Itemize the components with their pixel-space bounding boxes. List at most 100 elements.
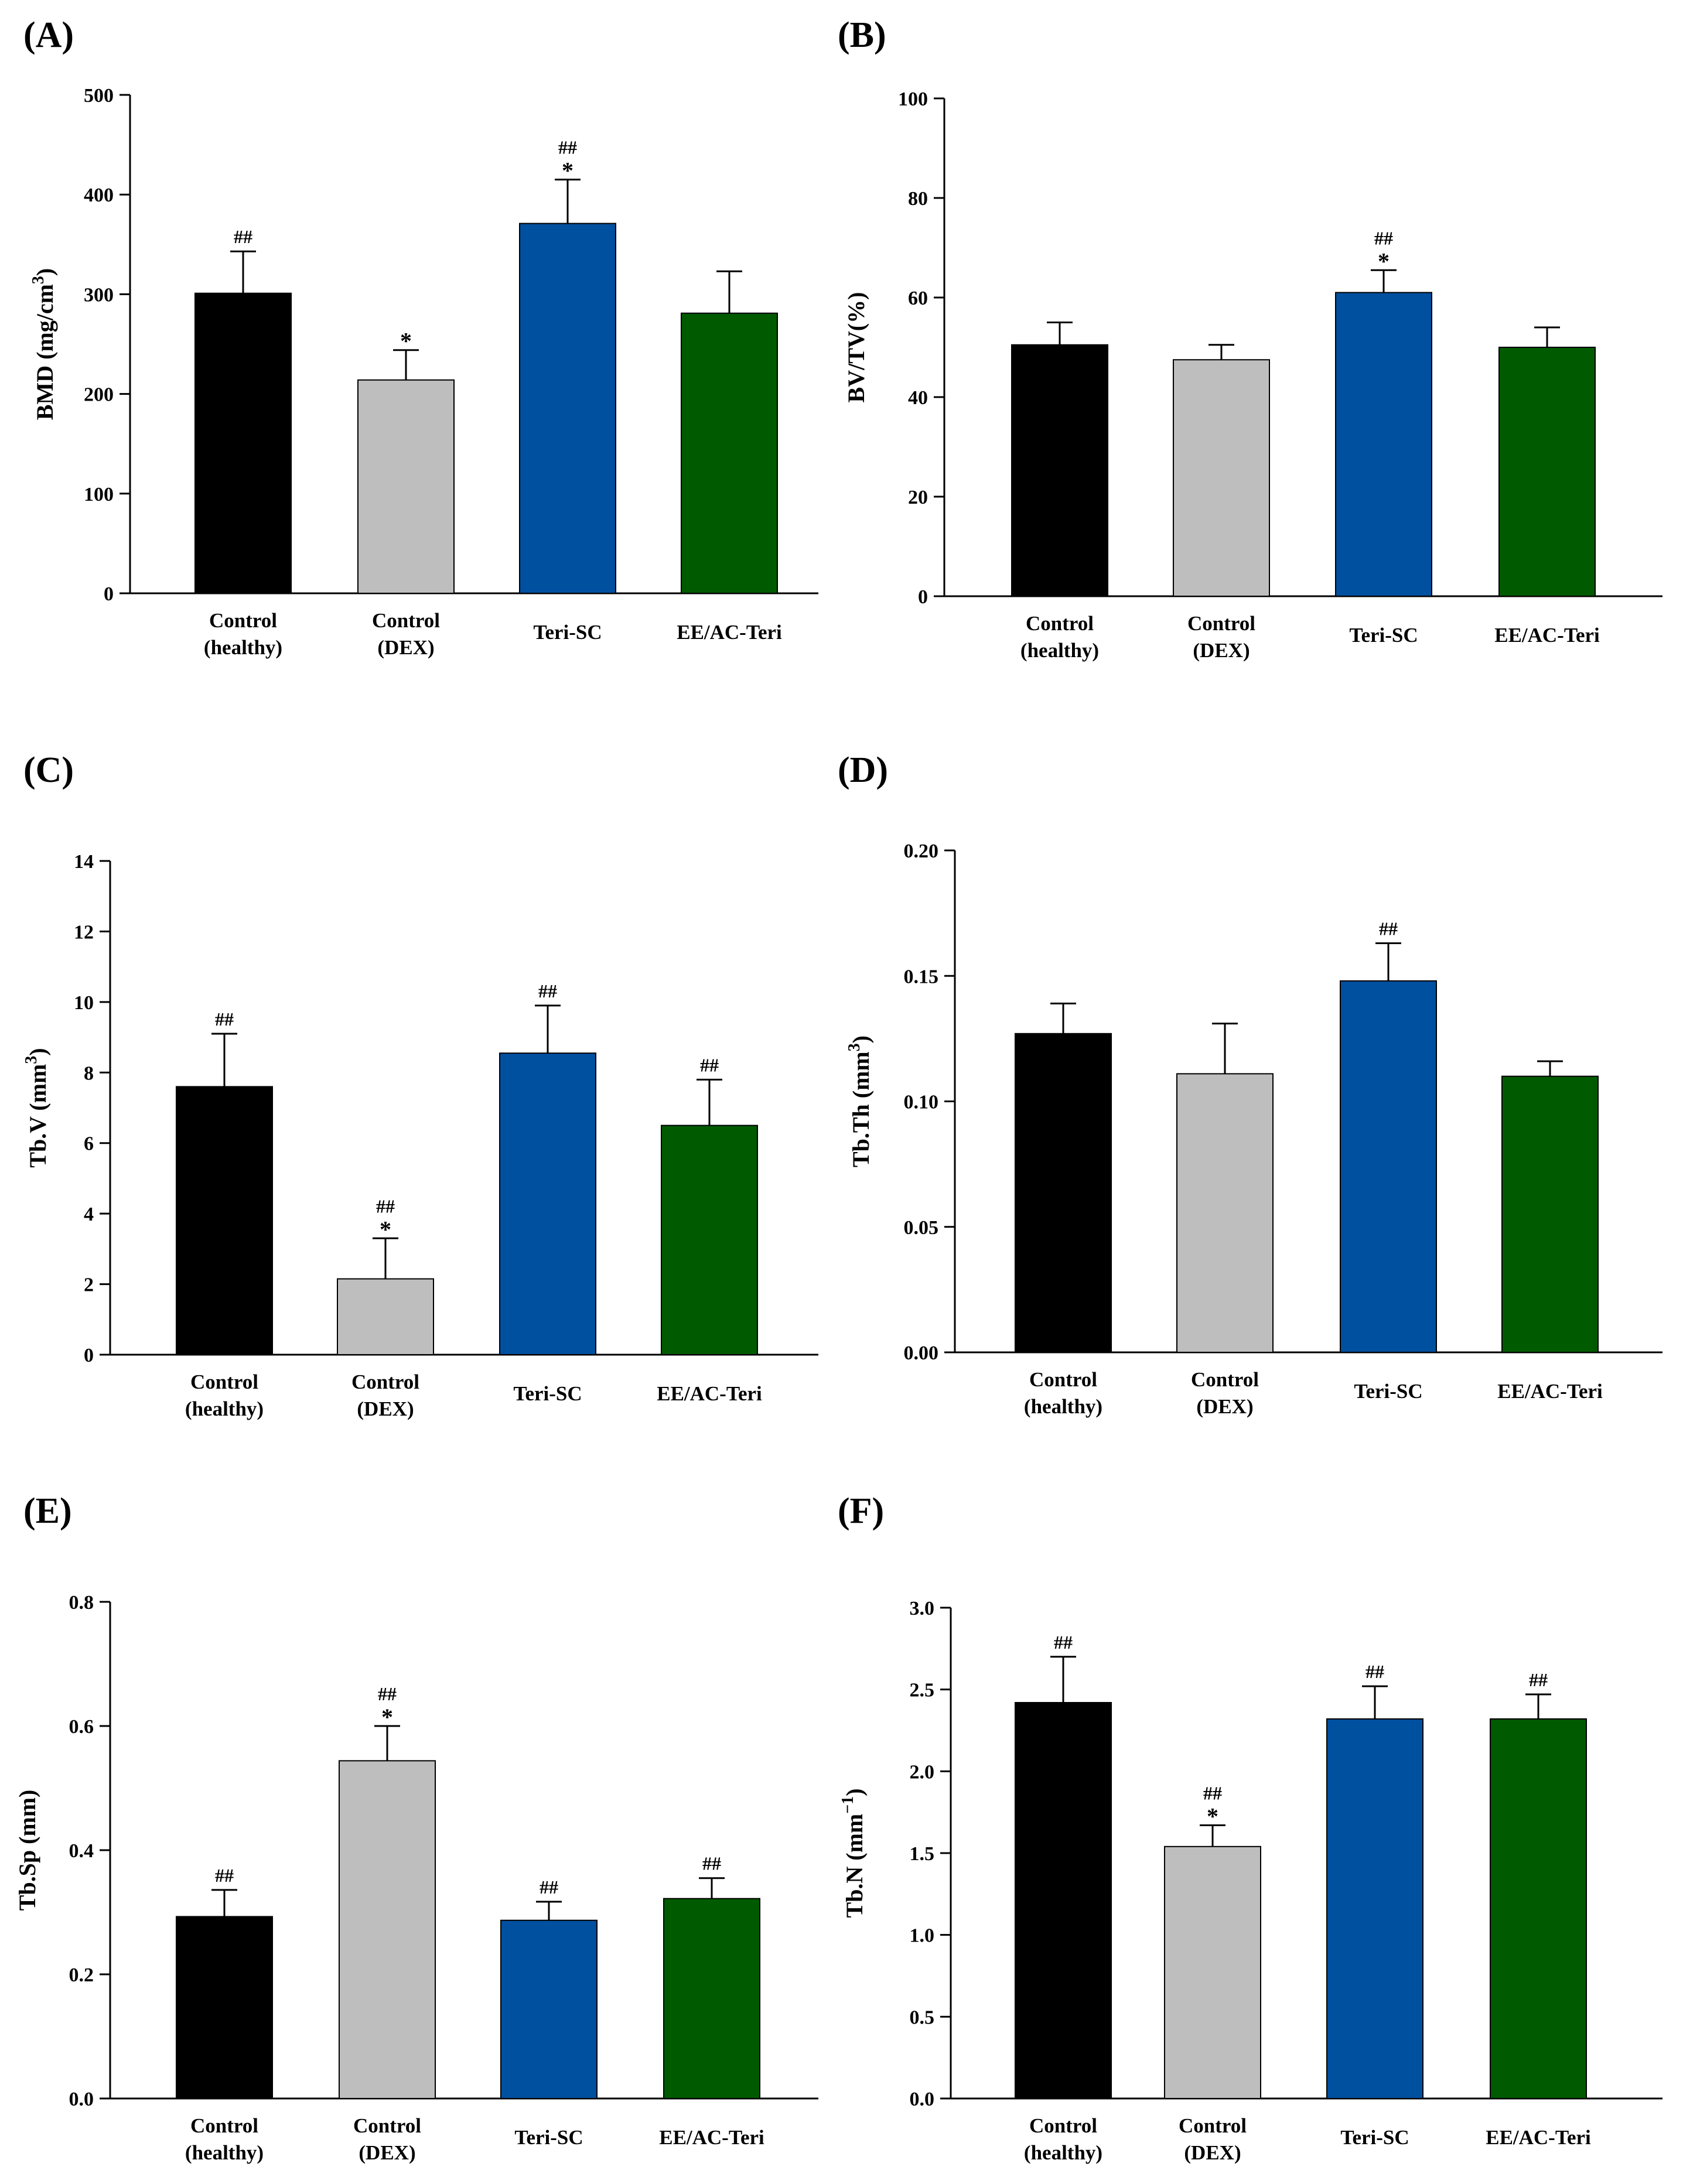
bar xyxy=(1335,292,1432,597)
y-axis-label-end: ) xyxy=(25,1048,51,1055)
y-tick-label: 40 xyxy=(908,387,928,409)
bar xyxy=(339,1760,436,2100)
y-tick-label: 2 xyxy=(84,1274,94,1296)
y-tick-label: 60 xyxy=(908,288,928,309)
y-tick-label: 0.2 xyxy=(69,1964,94,1986)
y-tick-label: 0.6 xyxy=(69,1716,94,1738)
y-axis-label: Tb.Sp (mm) xyxy=(14,1790,40,1911)
y-axis-label-main: Tb.V (mm xyxy=(25,1064,51,1168)
panel-label: (F) xyxy=(838,1491,884,1531)
y-tick-label: 0.0 xyxy=(910,2089,935,2110)
y-axis-label-end: ) xyxy=(848,1035,874,1043)
category-label: Control xyxy=(190,2114,258,2137)
chart-panel-b: (B) 0 20 40 60 80 100 BV/TV(%) Control (healthy) C… xyxy=(838,15,1662,662)
y-tick-label: 200 xyxy=(84,384,114,406)
y-tick-label: 0.5 xyxy=(910,2007,935,2028)
y-tick-label: 1.0 xyxy=(910,1925,935,1947)
category-label: Teri-SC xyxy=(514,2126,583,2149)
category-label: Control xyxy=(209,609,277,632)
significance-annotation: ## xyxy=(1365,1661,1384,1682)
y-axis-label: Tb.Th (mm3) xyxy=(845,1035,874,1167)
significance-annotation: ## xyxy=(1203,1783,1222,1804)
y-axis-label-superscript: 3 xyxy=(29,276,47,284)
y-axis-label-end: ) xyxy=(32,268,58,276)
category-label: EE/AC-Teri xyxy=(659,2126,764,2149)
y-tick-label: 0.4 xyxy=(69,1840,94,1862)
category-label: Control xyxy=(1029,1368,1097,1391)
category-label: Control xyxy=(1187,612,1255,635)
significance-annotation: ## xyxy=(215,1865,234,1886)
significance-annotation: ## xyxy=(1529,1669,1548,1690)
category-label: (DEX) xyxy=(357,1397,414,1420)
bar xyxy=(663,1898,760,2099)
y-tick-label: 3.0 xyxy=(910,1598,935,1619)
y-tick-label: 12 xyxy=(74,921,94,943)
y-tick-label: 8 xyxy=(84,1062,94,1084)
chart-panel-e: (E) 0.0 0.2 0.4 0.6 0.8 Tb.Sp (mm) ## Control (he… xyxy=(14,1491,818,2164)
significance-annotation: ## xyxy=(234,226,252,247)
significance-annotation: ## xyxy=(700,1054,719,1075)
panel-label: (A) xyxy=(23,15,74,55)
y-tick-label: 500 xyxy=(84,85,114,107)
bar xyxy=(500,1919,598,2100)
category-label: EE/AC-Teri xyxy=(677,621,782,644)
significance-annotation: ## xyxy=(1054,1632,1073,1653)
significance-annotation: ## xyxy=(215,1009,234,1030)
panel-label: (D) xyxy=(838,750,888,790)
category-label: Teri-SC xyxy=(1354,1380,1422,1403)
bar xyxy=(661,1125,758,1356)
y-tick-label: 2.0 xyxy=(910,1761,935,1783)
significance-annotation: ## xyxy=(1379,918,1398,939)
significance-annotation: ## xyxy=(1374,227,1393,248)
bar xyxy=(337,1278,434,1356)
category-label: Teri-SC xyxy=(1349,624,1418,647)
category-label: (DEX) xyxy=(377,636,434,659)
category-label: (DEX) xyxy=(1184,2141,1241,2164)
y-tick-label: 100 xyxy=(84,484,114,505)
y-axis-label-main: BMD (mg/cm xyxy=(32,284,58,420)
y-axis-label-main: BV/TV(%) xyxy=(843,292,869,403)
category-label: (DEX) xyxy=(359,2141,415,2164)
y-axis-label-main: Tb.N (mm xyxy=(841,1814,868,1918)
category-label: EE/AC-Teri xyxy=(1494,624,1600,647)
y-axis-label: Tb.N (mm−1) xyxy=(839,1788,868,1918)
category-label: (healthy) xyxy=(185,1397,264,1420)
category-label: EE/AC-Teri xyxy=(1486,2126,1591,2149)
y-axis-label-superscript: 3 xyxy=(845,1043,863,1051)
category-label: Control xyxy=(353,2114,421,2137)
category-label: (healthy) xyxy=(1024,2141,1102,2164)
bar xyxy=(1015,1702,1112,2100)
y-tick-label: 14 xyxy=(74,851,94,873)
y-tick-label: 100 xyxy=(898,88,928,110)
panel-label: (E) xyxy=(23,1491,72,1531)
y-tick-label: 10 xyxy=(74,992,94,1014)
bar xyxy=(519,223,616,594)
significance-annotation: * xyxy=(1207,1803,1218,1830)
y-tick-label: 0.15 xyxy=(904,966,939,987)
y-tick-label: 300 xyxy=(84,284,114,306)
bar xyxy=(681,312,778,594)
panel-label: (B) xyxy=(838,15,886,55)
y-axis-label: BMD (mg/cm3) xyxy=(29,268,58,420)
panel-label: (C) xyxy=(23,750,74,790)
category-label: Control xyxy=(1179,2114,1247,2137)
significance-annotation: * xyxy=(562,158,573,184)
bar xyxy=(357,379,455,594)
y-tick-label: 400 xyxy=(84,184,114,206)
significance-annotation: * xyxy=(380,1216,391,1242)
y-axis-label-end: ) xyxy=(841,1788,868,1796)
category-label: Control xyxy=(351,1370,419,1393)
category-label: Teri-SC xyxy=(533,621,602,644)
bar xyxy=(176,1086,273,1356)
significance-annotation: ## xyxy=(702,1853,721,1874)
chart-panel-f: (F) 0.0 0.5 1.0 1.5 2.0 2.5 3.0 Tb.N (mm−1) ## Con… xyxy=(838,1491,1662,2164)
significance-annotation: * xyxy=(400,328,412,354)
y-tick-label: 0.10 xyxy=(904,1092,939,1113)
y-axis-label: Tb.V (mm3) xyxy=(22,1048,51,1167)
significance-annotation: ## xyxy=(540,1877,558,1898)
category-label: (healthy) xyxy=(204,636,282,659)
significance-annotation: ## xyxy=(558,137,577,158)
bar xyxy=(1501,1075,1599,1354)
